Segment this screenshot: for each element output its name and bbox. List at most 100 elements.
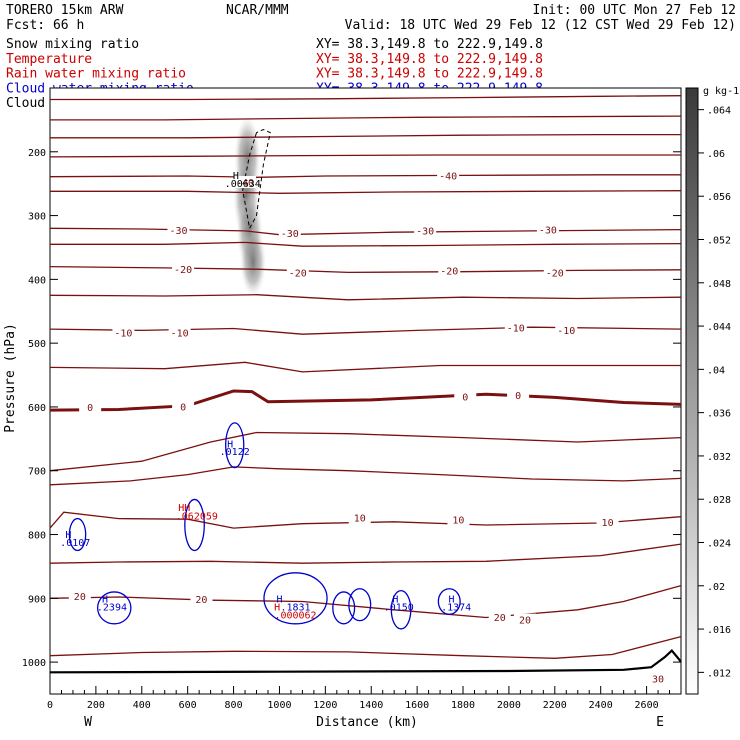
x-tick-label-9: 1800 — [451, 700, 475, 711]
temp-label-9: -20 — [546, 269, 564, 280]
isotherm-5 — [50, 190, 682, 194]
isotherm-0 — [50, 95, 682, 101]
temp-label-bg-6 — [172, 262, 195, 275]
colorbar-tick-label-0: .012 — [707, 668, 731, 679]
maxima-label-9: .2394 — [97, 603, 127, 614]
temp-label-25: 30 — [652, 674, 664, 685]
x-tick-label-4: 800 — [225, 700, 243, 711]
isotherm-11 — [49, 361, 681, 373]
isotherm-3 — [49, 154, 681, 158]
colorbar: .012 .016 .02 .024 .028 .032 .036 .04 .044 .048 .0… — [685, 87, 731, 695]
temp-label-bg-7 — [286, 266, 309, 279]
cloud-ice-contour — [242, 128, 271, 230]
x-tick-label-7: 1400 — [359, 700, 383, 711]
isotherm-7 — [50, 241, 682, 247]
plot-area: -40 -40 -30 -30 -30 -30 -20 -20 -20 -20 -10 -10 -10 -… — [22, 87, 682, 711]
maxima-label-14: H — [392, 594, 398, 605]
forecast-hour: Fcst: 66 h — [6, 18, 84, 33]
valid-time: Valid: 18 UTC Wed 29 Feb 12 (12 CST Wed … — [345, 18, 736, 33]
colorbar-tick-label-6: .036 — [707, 409, 731, 420]
colorbar-tick-label-12: .06 — [707, 149, 725, 160]
center-title: NCAR/MMM — [226, 3, 289, 18]
x-axis-title: Distance (km) — [316, 715, 418, 730]
x-tick-label-5: 1000 — [267, 700, 291, 711]
colorbar-unit: g kg-1 — [703, 86, 739, 97]
colorbar-tick-label-5: .032 — [707, 452, 731, 463]
temp-label-bg-15 — [172, 400, 195, 413]
x-tick-label-2: 400 — [133, 700, 151, 711]
temp-label-20: 10 — [602, 518, 614, 529]
snow-xy: XY= 38.3,149.8 to 222.9,149.8 — [316, 37, 543, 52]
x-tick-label-11: 2200 — [543, 700, 567, 711]
isotherm-2 — [50, 133, 681, 139]
colorbar-tick-label-11: .056 — [707, 192, 731, 203]
isotherm-8 — [49, 265, 682, 274]
colorbar-tick-label-1: .016 — [707, 625, 731, 636]
y-tick-label-0: 200 — [28, 148, 46, 159]
y-axis-title: Pressure (hPa) — [3, 323, 18, 433]
plot-frame — [49, 87, 682, 695]
temp-label-bg-24 — [513, 613, 536, 626]
maxima-label-2: H — [227, 439, 233, 450]
temp-label-bg-5 — [536, 223, 559, 236]
y-tick-label-6: 800 — [28, 531, 46, 542]
temp-label-24: 20 — [519, 616, 531, 627]
maxima-label-1: .00634 — [225, 179, 261, 190]
field-xy-2: XY= 38.3,149.8 to 222.9,149.8 — [316, 67, 543, 82]
colorbar-tick-label-2: .02 — [707, 582, 725, 593]
temp-label-8: -20 — [440, 267, 458, 278]
isotherm-18 — [49, 635, 682, 659]
temp-label-12: -10 — [507, 323, 525, 334]
temp-label-2: -30 — [169, 226, 187, 237]
maxima-label-5: .0107 — [60, 538, 90, 549]
temp-label-bg-18 — [348, 511, 371, 524]
isotherm-9 — [49, 294, 682, 301]
maxima-label-8: H — [102, 594, 108, 605]
temp-label-bg-1 — [437, 169, 460, 182]
east-label: E — [656, 715, 664, 730]
temp-label-bg-0 — [234, 176, 257, 189]
temp-label-bg-17 — [507, 389, 530, 402]
temp-label-bg-25 — [647, 672, 670, 685]
maxima-label-15: .0150 — [384, 603, 414, 614]
maxima-label-4: H — [65, 530, 71, 541]
temp-label-23: 20 — [494, 613, 506, 624]
maxima-label-6: HH — [178, 503, 190, 514]
colorbar-ramp — [685, 87, 699, 695]
temp-label-22: 20 — [195, 595, 207, 606]
temp-label-11: -10 — [171, 329, 189, 340]
temp-label-bg-4 — [414, 224, 437, 237]
colorbar-tick-label-8: .044 — [707, 322, 731, 333]
maxima-label-3: .0122 — [220, 447, 250, 458]
isotherm-15 — [49, 511, 682, 529]
temp-label-bg-9 — [543, 266, 566, 279]
temp-label-bg-11 — [168, 326, 191, 339]
isotherm-4 — [49, 174, 681, 178]
init-time: Init: 00 UTC Mon 27 Feb 12 — [533, 3, 737, 18]
maxima-label-12: .1831 — [280, 603, 310, 614]
isotherm-14 — [49, 466, 682, 486]
temp-label-17: 0 — [515, 391, 521, 402]
temp-label-21: 20 — [74, 592, 86, 603]
temp-label-7: -20 — [289, 269, 307, 280]
isotherm-13 — [49, 431, 682, 472]
temp-label-15: 0 — [180, 403, 186, 414]
colorbar-tick-label-13: .064 — [707, 106, 731, 117]
colorbar-tick-label-9: .048 — [707, 279, 731, 290]
temp-label-bg-14 — [79, 401, 102, 414]
temp-label-bg-2 — [167, 223, 190, 236]
y-tick-label-2: 400 — [28, 275, 46, 286]
field-name-1: Temperature — [6, 52, 92, 67]
x-tick-label-0: 0 — [47, 700, 53, 711]
temp-label-bg-13 — [555, 324, 578, 337]
cloud-water-contour-5 — [332, 591, 356, 625]
y-tick-label-8: 1000 — [22, 658, 46, 669]
temp-label-bg-8 — [438, 264, 461, 277]
colorbar-tick-label-4: .028 — [707, 495, 731, 506]
cloud-water-contour-1 — [184, 498, 205, 552]
y-tick-label-5: 700 — [28, 467, 46, 478]
temp-label-bg-10 — [112, 326, 135, 339]
maxima-label-17: .1374 — [441, 603, 471, 614]
cloud-water-contour-6 — [348, 588, 372, 622]
y-tick-label-3: 500 — [28, 339, 46, 350]
